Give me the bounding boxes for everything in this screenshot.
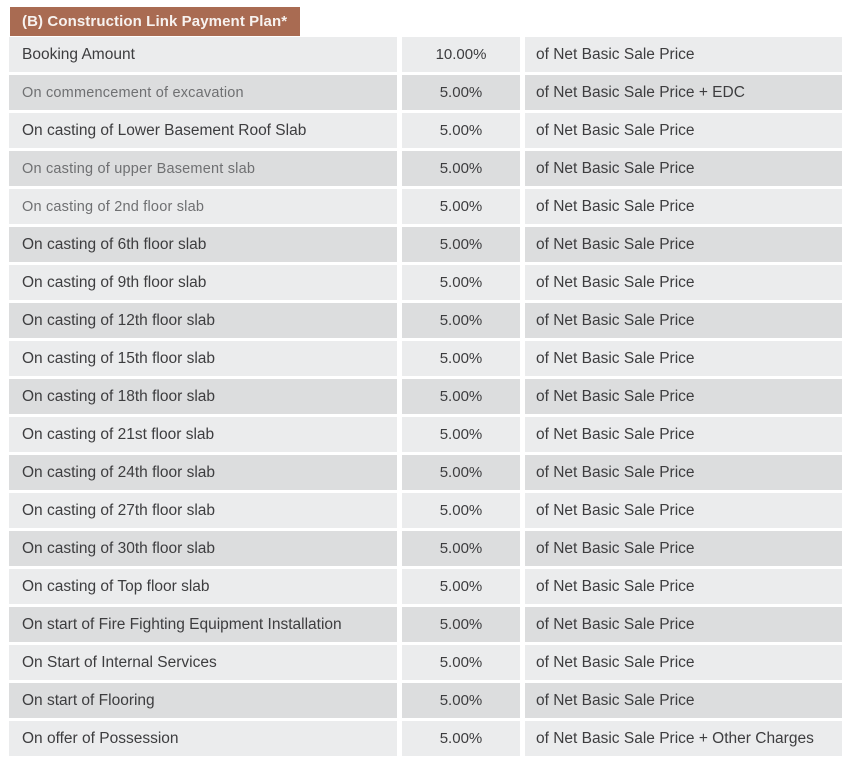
milestone-cell: On offer of Possession <box>9 721 397 756</box>
table-row: On start of Flooring 5.00% of Net Basic … <box>9 683 842 718</box>
milestone-cell: On start of Fire Fighting Equipment Inst… <box>9 607 397 642</box>
percentage-cell: 5.00% <box>402 379 520 414</box>
percentage-cell: 5.00% <box>402 683 520 718</box>
milestone-cell: On casting of 30th floor slab <box>9 531 397 566</box>
table-row: On casting of 27th floor slab 5.00% of N… <box>9 493 842 528</box>
basis-cell: of Net Basic Sale Price <box>525 531 842 566</box>
percentage-cell: 5.00% <box>402 189 520 224</box>
section-header-tag: (B) Construction Link Payment Plan* <box>10 7 301 36</box>
percentage-cell: 5.00% <box>402 417 520 452</box>
milestone-cell: On casting of 27th floor slab <box>9 493 397 528</box>
table-row: On commencement of excavation 5.00% of N… <box>9 75 842 110</box>
table-row: On casting of 30th floor slab 5.00% of N… <box>9 531 842 566</box>
milestone-cell: On casting of 24th floor slab <box>9 455 397 490</box>
milestone-cell: On casting of Lower Basement Roof Slab <box>9 113 397 148</box>
percentage-cell: 5.00% <box>402 493 520 528</box>
percentage-cell: 5.00% <box>402 455 520 490</box>
table-row: On casting of 2nd floor slab 5.00% of Ne… <box>9 189 842 224</box>
percentage-cell: 5.00% <box>402 607 520 642</box>
basis-cell: of Net Basic Sale Price <box>525 37 842 72</box>
basis-cell: of Net Basic Sale Price <box>525 645 842 680</box>
table-row: On casting of Top floor slab 5.00% of Ne… <box>9 569 842 604</box>
milestone-cell: On Start of Internal Services <box>9 645 397 680</box>
basis-cell: of Net Basic Sale Price <box>525 189 842 224</box>
milestone-cell: On casting of 18th floor slab <box>9 379 397 414</box>
percentage-cell: 5.00% <box>402 645 520 680</box>
milestone-cell: On casting of 12th floor slab <box>9 303 397 338</box>
basis-cell: of Net Basic Sale Price <box>525 455 842 490</box>
basis-cell: of Net Basic Sale Price + EDC <box>525 75 842 110</box>
basis-cell: of Net Basic Sale Price <box>525 303 842 338</box>
milestone-cell: On casting of 9th floor slab <box>9 265 397 300</box>
table-row: On casting of 15th floor slab 5.00% of N… <box>9 341 842 376</box>
percentage-cell: 5.00% <box>402 151 520 186</box>
table-row: On casting of upper Basement slab 5.00% … <box>9 151 842 186</box>
percentage-cell: 10.00% <box>402 37 520 72</box>
percentage-cell: 5.00% <box>402 721 520 756</box>
milestone-cell: On casting of 6th floor slab <box>9 227 397 262</box>
percentage-cell: 5.00% <box>402 227 520 262</box>
basis-cell: of Net Basic Sale Price <box>525 151 842 186</box>
milestone-cell: On casting of Top floor slab <box>9 569 397 604</box>
milestone-cell: On casting of 21st floor slab <box>9 417 397 452</box>
milestone-cell: On casting of 2nd floor slab <box>9 189 397 224</box>
percentage-cell: 5.00% <box>402 569 520 604</box>
percentage-cell: 5.00% <box>402 531 520 566</box>
percentage-cell: 5.00% <box>402 341 520 376</box>
basis-cell: of Net Basic Sale Price <box>525 227 842 262</box>
basis-cell: of Net Basic Sale Price <box>525 265 842 300</box>
milestone-cell: On commencement of excavation <box>9 75 397 110</box>
basis-cell: of Net Basic Sale Price <box>525 607 842 642</box>
table-row: On casting of Lower Basement Roof Slab 5… <box>9 113 842 148</box>
milestone-cell: On casting of 15th floor slab <box>9 341 397 376</box>
percentage-cell: 5.00% <box>402 303 520 338</box>
percentage-cell: 5.00% <box>402 113 520 148</box>
milestone-cell: Booking Amount <box>9 37 397 72</box>
milestone-cell: On casting of upper Basement slab <box>9 151 397 186</box>
section-title: (B) Construction Link Payment Plan* <box>22 13 288 30</box>
table-row: On offer of Possession 5.00% of Net Basi… <box>9 721 842 756</box>
table-row: On casting of 21st floor slab 5.00% of N… <box>9 417 842 452</box>
table-row: On Start of Internal Services 5.00% of N… <box>9 645 842 680</box>
basis-cell: of Net Basic Sale Price <box>525 113 842 148</box>
table-row: On casting of 12th floor slab 5.00% of N… <box>9 303 842 338</box>
percentage-cell: 5.00% <box>402 75 520 110</box>
milestone-cell: On start of Flooring <box>9 683 397 718</box>
table-row: On start of Fire Fighting Equipment Inst… <box>9 607 842 642</box>
percentage-cell: 5.00% <box>402 265 520 300</box>
table-row: On casting of 24th floor slab 5.00% of N… <box>9 455 842 490</box>
basis-cell: of Net Basic Sale Price <box>525 417 842 452</box>
payment-plan-table: Booking Amount 10.00% of Net Basic Sale … <box>9 37 842 756</box>
basis-cell: of Net Basic Sale Price + Other Charges <box>525 721 842 756</box>
basis-cell: of Net Basic Sale Price <box>525 379 842 414</box>
table-row: On casting of 9th floor slab 5.00% of Ne… <box>9 265 842 300</box>
table-row: Booking Amount 10.00% of Net Basic Sale … <box>9 37 842 72</box>
basis-cell: of Net Basic Sale Price <box>525 683 842 718</box>
basis-cell: of Net Basic Sale Price <box>525 493 842 528</box>
basis-cell: of Net Basic Sale Price <box>525 341 842 376</box>
basis-cell: of Net Basic Sale Price <box>525 569 842 604</box>
table-row: On casting of 6th floor slab 5.00% of Ne… <box>9 227 842 262</box>
table-row: On casting of 18th floor slab 5.00% of N… <box>9 379 842 414</box>
